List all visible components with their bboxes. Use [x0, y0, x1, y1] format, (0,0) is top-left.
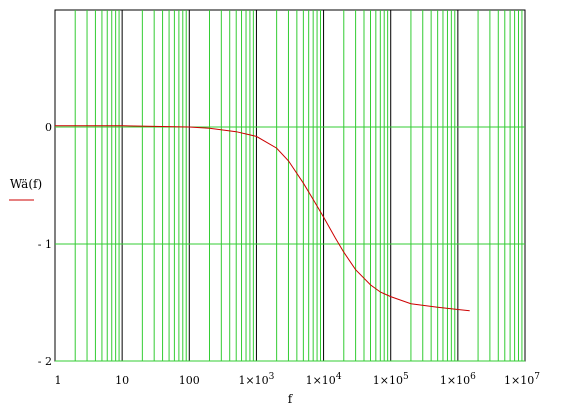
x-tick-labels: 1 10 100 1×103 1×104 1×105 1×106 1×107: [55, 372, 541, 387]
series-group: [55, 125, 470, 312]
x-tick-label: 1×107: [504, 372, 540, 387]
x-tick-label: 1×104: [306, 372, 342, 387]
grid-minor: [74, 10, 523, 361]
x-tick-label: 1×103: [238, 372, 274, 387]
y-tick-label: 0: [45, 121, 52, 134]
y-tick-label: - 2: [38, 355, 52, 368]
y-tick-labels: 0 - 1 - 2: [38, 121, 52, 368]
x-tick-label: 1×105: [373, 372, 409, 387]
x-tick-label: 1×106: [440, 372, 476, 387]
grid-major: [54, 10, 526, 361]
x-tick-label: 1: [55, 374, 62, 387]
y-tick-label: - 1: [38, 238, 52, 251]
series-line: [55, 125, 470, 312]
y-grid: [55, 126, 525, 362]
x-tick-label: 100: [179, 374, 200, 387]
x-axis-label: f: [288, 392, 294, 406]
y-axis-label: Wä(f): [10, 177, 42, 191]
x-tick-label: 10: [115, 374, 129, 387]
